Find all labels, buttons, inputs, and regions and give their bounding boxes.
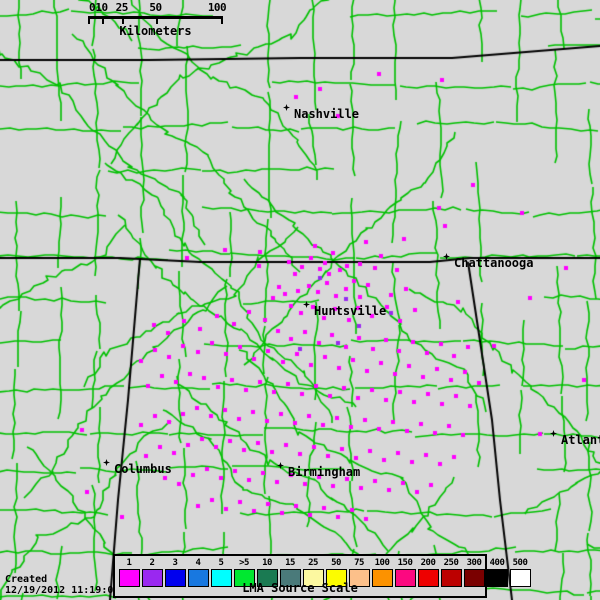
legend-entry[interactable]: 250 <box>440 558 462 587</box>
legend-entry-swatch <box>440 569 462 587</box>
scale-bar: 0 10 25 50 100 Kilometers <box>88 1 227 38</box>
legend-entry-label: 2 <box>149 558 155 568</box>
legend-entry-swatch <box>348 569 370 587</box>
legend-entry-swatch <box>164 569 186 587</box>
city-label: Atlanta <box>561 433 600 447</box>
legend-entry[interactable]: 300 <box>463 558 485 587</box>
legend-entry[interactable]: 500 <box>509 558 531 587</box>
legend-entry[interactable]: 75 <box>348 558 370 587</box>
city-star-icon <box>277 462 284 469</box>
scale-bar-tick-mark <box>155 16 158 24</box>
city-label: Columbus <box>114 462 172 476</box>
legend-entry-swatch <box>371 569 393 587</box>
city-star-icon <box>550 430 557 437</box>
created-timestamp: 12/19/2012 11:19:04 <box>5 585 120 596</box>
legend-entry[interactable]: 15 <box>279 558 301 587</box>
legend-entry-label: 10 <box>262 558 272 568</box>
legend-entry[interactable]: 3 <box>164 558 186 587</box>
legend-entry[interactable]: 5 <box>210 558 232 587</box>
scale-bar-tick-label: 0 <box>88 1 96 14</box>
legend-entry-swatch <box>118 569 140 587</box>
legend-entry-swatch <box>279 569 301 587</box>
legend-entry-swatch <box>394 569 416 587</box>
legend-entry[interactable]: 150 <box>394 558 416 587</box>
scale-bar-tick-label: 50 <box>149 1 162 14</box>
legend-entry[interactable]: 50 <box>325 558 347 587</box>
legend-entry[interactable]: >5 <box>233 558 255 587</box>
legend-entry[interactable]: 1 <box>118 558 140 587</box>
city-star-icon <box>303 301 310 308</box>
legend-entry-label: 400 <box>489 558 505 568</box>
legend-entry-swatch <box>417 569 439 587</box>
legend-entry-label: 100 <box>374 558 390 568</box>
created-stamp: Created 12/19/2012 11:19:04 <box>5 574 119 596</box>
legend-entry-label: 250 <box>443 558 459 568</box>
legend-entry-swatch <box>302 569 324 587</box>
legend-entry[interactable]: 400 <box>486 558 508 587</box>
scale-bar-tick-mark <box>221 16 223 24</box>
legend-entry-label: 500 <box>512 558 528 568</box>
legend-entry-label: 25 <box>308 558 318 568</box>
city-star-icon <box>103 459 110 466</box>
scale-bar-tick-mark <box>121 16 124 24</box>
legend-entry-label: 50 <box>331 558 341 568</box>
legend-entry-label: 200 <box>420 558 436 568</box>
legend-entry-swatch <box>509 569 531 587</box>
scale-bar-unit-label: Kilometers <box>119 24 192 38</box>
legend-entry[interactable]: 4 <box>187 558 209 587</box>
legend-entry-label: >5 <box>239 558 249 568</box>
legend-entry-swatch <box>463 569 485 587</box>
legend-entry-label: 150 <box>397 558 413 568</box>
legend-entry[interactable]: 200 <box>417 558 439 587</box>
city-star-icon <box>283 104 290 111</box>
legend-entry-swatch <box>210 569 232 587</box>
legend-entry-swatch <box>486 569 508 587</box>
legend-entry-label: 3 <box>172 558 178 568</box>
legend-entry-label: 5 <box>218 558 224 568</box>
legend-entry-swatch <box>141 569 163 587</box>
created-label: Created <box>5 574 48 585</box>
city-star-icon <box>443 253 450 260</box>
scale-bar-tick-mark <box>88 16 90 24</box>
scale-bar-tick-label: 25 <box>115 1 129 14</box>
legend-entry-swatch <box>233 569 255 587</box>
scale-bar-tick-label: 10 <box>95 1 108 14</box>
city-label: Birmingham <box>288 465 361 479</box>
lma-source-scale-legend: 1 2 3 4 5 >5 10 15 25 50 75 100 150 200 250 300 400 500 L… <box>113 554 531 598</box>
city-label: Nashville <box>294 107 360 121</box>
scale-bar-tick-labels: 0 10 25 50 100 <box>88 1 227 15</box>
legend-entry-swatch <box>187 569 209 587</box>
scale-bar-tick-mark <box>101 16 104 24</box>
legend-entry[interactable]: 2 <box>141 558 163 587</box>
legend-entry[interactable]: 10 <box>256 558 278 587</box>
legend-title: LMA Source Scale <box>242 581 358 595</box>
legend-entry-label: 75 <box>354 558 364 568</box>
scale-bar-tick-label: 100 <box>207 1 227 14</box>
legend-swatch-row: 1 2 3 4 5 >5 10 15 25 50 75 100 150 200 250 300 400 500 <box>118 558 531 587</box>
city-label: Chattanooga <box>454 256 534 270</box>
scale-bar-rule <box>88 16 223 24</box>
legend-entry[interactable]: 100 <box>371 558 393 587</box>
legend-entry-swatch <box>325 569 347 587</box>
legend-entry-label: 15 <box>285 558 295 568</box>
city-label: Huntsville <box>314 304 387 318</box>
legend-entry-label: 300 <box>466 558 482 568</box>
legend-entry[interactable]: 25 <box>302 558 324 587</box>
legend-entry-swatch <box>256 569 278 587</box>
legend-entry-label: 4 <box>195 558 201 568</box>
legend-entry-label: 1 <box>126 558 132 568</box>
